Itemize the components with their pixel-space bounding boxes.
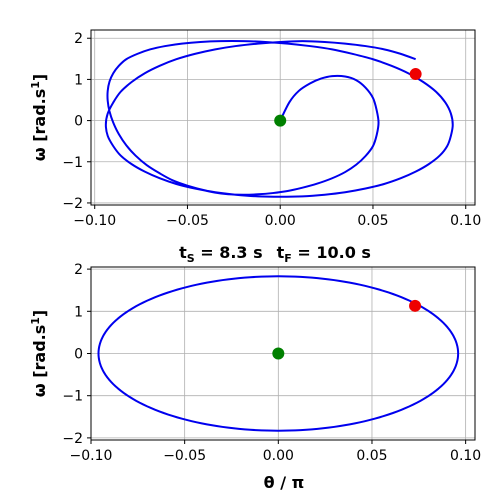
x-tick-label-bottom: −0.10	[70, 448, 113, 464]
x-tick-label-bottom: 0.10	[450, 448, 481, 464]
title-tf-value: = 10.0 s	[292, 243, 371, 262]
title-tf-base: t	[277, 243, 285, 262]
ticks-top: −0.10 −0.05 0.00 0.05 0.10 −2 −1 0 1 2	[62, 31, 481, 229]
y-tick-label-top: 1	[74, 72, 83, 88]
y-tick-label-bottom: −1	[62, 389, 83, 405]
y-tick-label-top: −1	[62, 155, 83, 171]
title-ts-value: = 8.3 s	[195, 243, 263, 262]
trajectory-line-top	[104, 40, 454, 198]
y-tick-label-top: 0	[74, 114, 83, 130]
series-bottom	[97, 275, 460, 432]
title-tf-sub: F	[284, 252, 292, 265]
x-tick-label-top: 0.00	[265, 213, 296, 229]
y-tick-label-top: 2	[74, 31, 83, 47]
y-axis-label-bottom-end: ]	[30, 310, 49, 317]
y-tick-label-bottom: 1	[74, 304, 83, 320]
title-ts-base: t	[179, 243, 187, 262]
axes-frame-bottom	[90, 266, 476, 441]
y-axis-label-top-sup: 1	[29, 81, 42, 89]
axes-frame-top	[90, 29, 476, 206]
x-axis-label-bottom: θ / π	[264, 473, 305, 492]
x-tick-label-bottom: −0.05	[163, 448, 206, 464]
x-tick-label-top: 0.10	[450, 213, 481, 229]
plot-title-times: tS = 8.3 s tF = 10.0 s	[179, 243, 371, 265]
y-axis-label-bottom: ω [rad.s1]	[29, 310, 49, 398]
end-marker-bottom	[409, 299, 422, 312]
y-axis-label-bottom-main: ω [rad.s	[30, 325, 49, 398]
y-axis-label-bottom-sup: 1	[29, 317, 42, 325]
y-tick-label-bottom: −2	[62, 431, 83, 447]
end-marker-top	[409, 68, 422, 81]
title-ts-sub: S	[187, 252, 195, 265]
y-axis-label-top: ω [rad.s1]	[29, 74, 49, 162]
trajectory-line-bottom	[97, 275, 460, 432]
y-axis-label-top-main: ω [rad.s	[30, 89, 49, 162]
x-tick-label-top: −0.05	[166, 213, 209, 229]
start-marker-bottom	[272, 347, 285, 360]
x-tick-label-bottom: 0.05	[356, 448, 387, 464]
x-tick-label-bottom: 0.00	[263, 448, 294, 464]
y-axis-label-top-end: ]	[30, 74, 49, 81]
series-top	[104, 40, 454, 198]
x-tick-label-top: −0.10	[73, 213, 116, 229]
grid-bottom	[90, 267, 475, 440]
start-marker-top	[274, 114, 287, 127]
y-tick-label-top: −2	[62, 196, 83, 212]
y-tick-label-bottom: 2	[74, 262, 83, 278]
y-tick-label-bottom: 0	[74, 347, 83, 363]
ticks-bottom: −0.10 −0.05 0.00 0.05 0.10 −2 −1 0 1 2	[62, 262, 481, 464]
x-tick-label-top: 0.05	[357, 213, 388, 229]
